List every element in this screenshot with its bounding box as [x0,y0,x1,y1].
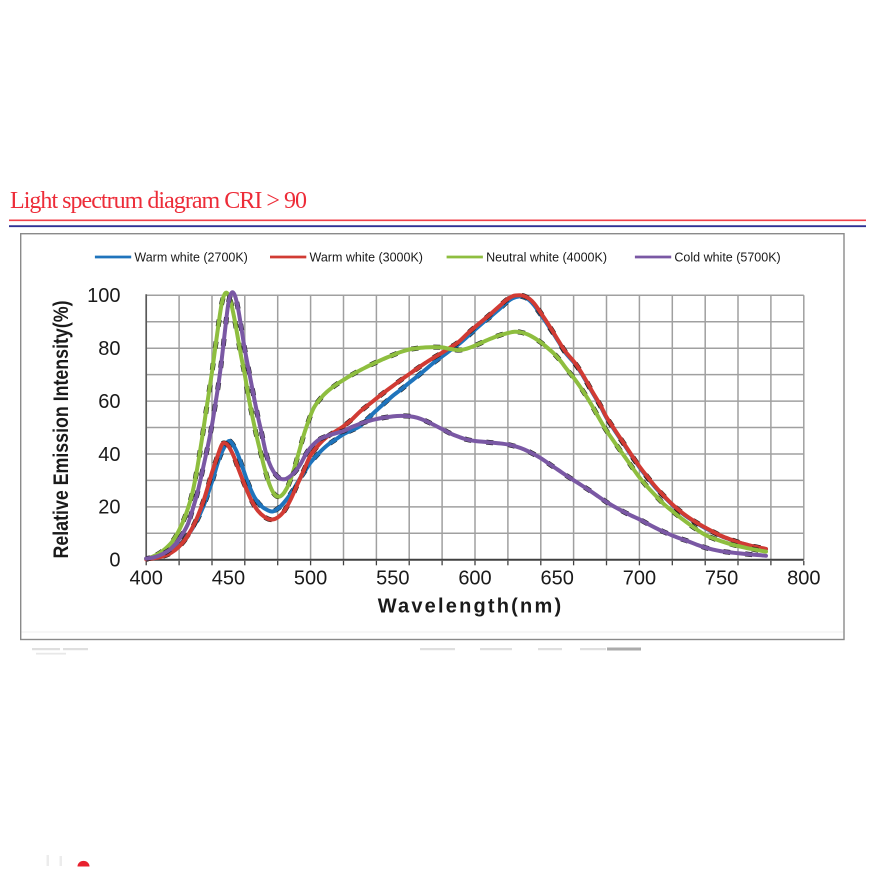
svg-text:Wavelength(nm): Wavelength(nm) [378,596,564,618]
svg-text:40: 40 [98,444,120,466]
svg-text:650: 650 [541,568,574,590]
svg-text:60: 60 [98,391,120,413]
svg-text:750: 750 [705,568,738,590]
svg-text:0: 0 [109,550,120,572]
svg-text:Relative Emission Intensity(%): Relative Emission Intensity(%) [50,301,73,559]
svg-text:Warm white (2700K): Warm white (2700K) [134,251,247,265]
svg-text:100: 100 [87,285,120,307]
svg-text:Light spectrum diagram CRI > 9: Light spectrum diagram CRI > 90 [10,188,307,214]
svg-text:800: 800 [787,568,820,590]
svg-text:550: 550 [376,568,409,590]
svg-text:Neutral white (4000K): Neutral white (4000K) [486,251,607,265]
svg-text:500: 500 [294,568,327,590]
svg-text:Cold white (5700K): Cold white (5700K) [674,251,780,265]
svg-text:20: 20 [98,497,120,519]
svg-text:400: 400 [130,568,163,590]
svg-text:Warm white (3000K): Warm white (3000K) [310,251,423,265]
svg-text:450: 450 [212,568,245,590]
svg-text:600: 600 [458,568,491,590]
svg-text:80: 80 [98,338,120,360]
svg-text:700: 700 [623,568,656,590]
